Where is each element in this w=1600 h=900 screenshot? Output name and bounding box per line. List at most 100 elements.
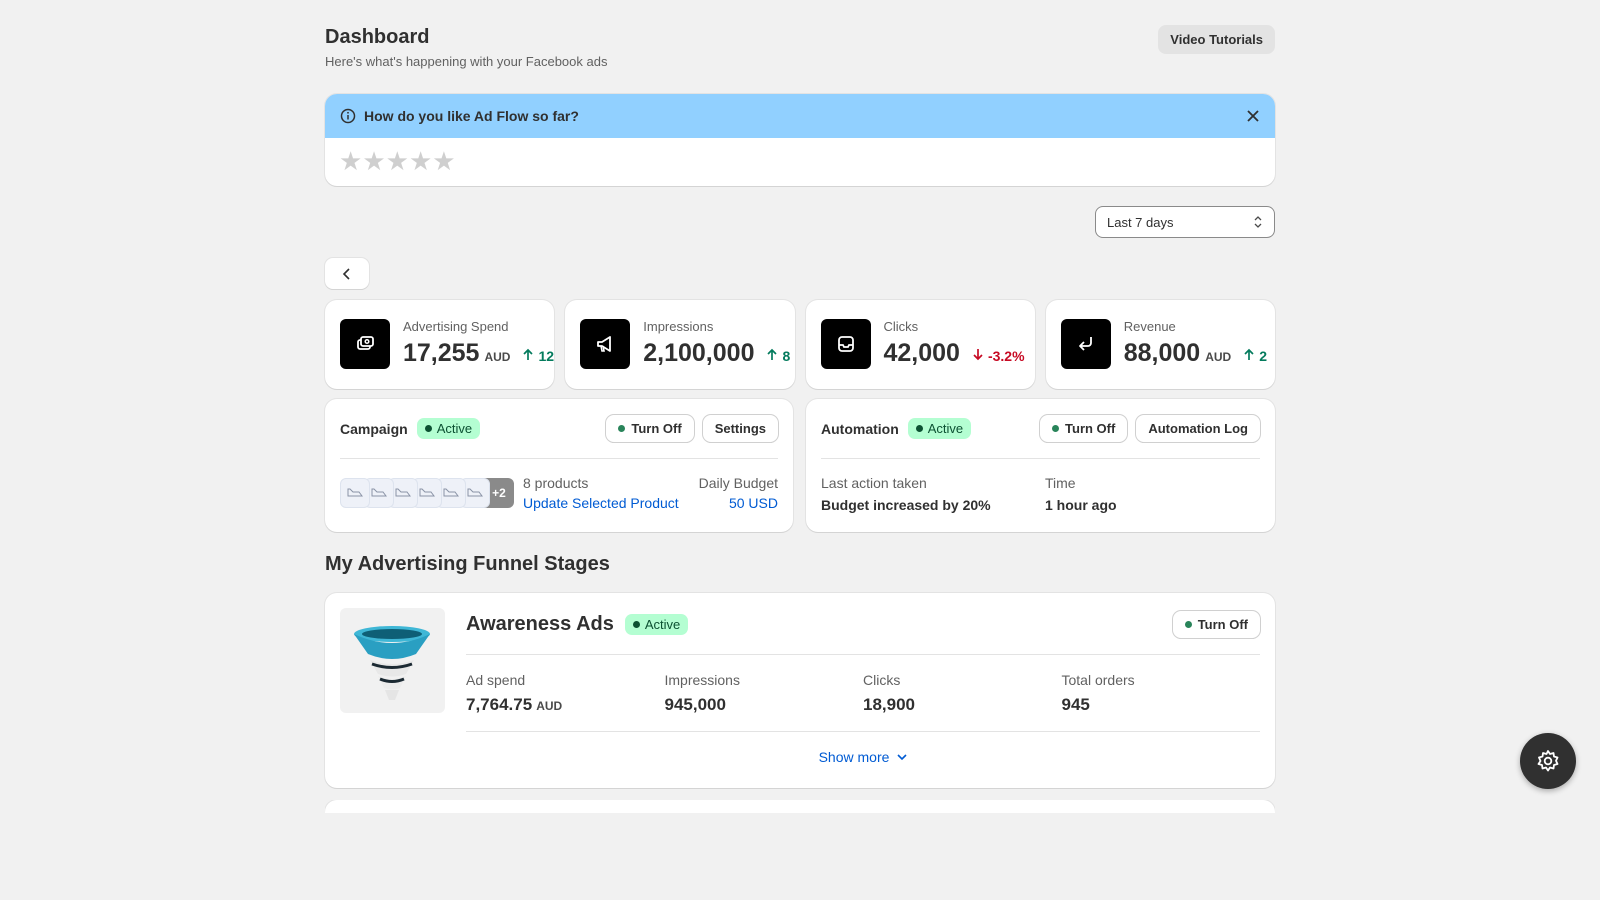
turn-off-button[interactable]: Turn Off <box>1172 610 1260 638</box>
stat-label: Total orders <box>1061 672 1135 688</box>
next-stage-card <box>325 800 1275 813</box>
star[interactable]: ★ <box>432 146 456 176</box>
product-image <box>419 488 435 497</box>
stage-stat: Total orders 945 <box>1062 672 1261 715</box>
metric-body: Revenue 88,000 AUD 2 <box>1123 319 1267 370</box>
time-value: 1 hour ago <box>1045 497 1117 513</box>
metric-value: 2,100,000 <box>643 339 755 367</box>
funnel-stage-card: Awareness Ads Active Turn Off Ad spend 7,… <box>325 593 1275 788</box>
banner-header: How do you like Ad Flow so far? <box>325 94 1275 138</box>
show-more-button[interactable]: Show more <box>466 749 1260 765</box>
settings-fab[interactable] <box>1520 733 1576 789</box>
status-badge: Active <box>416 418 481 439</box>
product-image <box>467 488 483 497</box>
metric-change: 8 <box>782 348 791 364</box>
star[interactable]: ★ <box>408 146 433 176</box>
button-label: Turn Off <box>631 421 682 436</box>
product-image <box>347 488 363 497</box>
metric-value-row: 2,100,000 8 <box>643 339 790 368</box>
back-button[interactable] <box>325 258 369 289</box>
icon <box>597 336 612 352</box>
star[interactable]: ★ <box>385 146 409 176</box>
campaign-card: Campaign Active Turn Off Settings +2 8 p… <box>325 399 793 532</box>
product-image <box>443 488 459 497</box>
stat-label: Ad spend <box>466 672 526 688</box>
metric-change: 2 <box>1259 348 1268 364</box>
settings-button[interactable]: Settings <box>702 415 778 442</box>
stage-stat: Clicks 18,900 <box>863 672 1062 715</box>
automation-title: Automation <box>821 420 899 437</box>
metric-card: Revenue 88,000 AUD 2 <box>1045 300 1275 389</box>
metric-change: -3.2% <box>987 348 1025 364</box>
metric-value-row: 17,255 AUD 12. <box>403 339 554 368</box>
metric-body: Impressions 2,100,000 8 <box>643 319 790 370</box>
stat-value: 945,000 <box>664 695 726 714</box>
next-card-clip <box>325 800 1275 813</box>
metric-icon <box>820 319 871 369</box>
video-tutorials-button[interactable]: Video Tutorials <box>1158 25 1275 54</box>
star[interactable]: ★ <box>339 146 363 176</box>
metric-label: Clicks <box>883 319 919 334</box>
turn-off-button[interactable]: Turn Off <box>1040 415 1128 442</box>
stage-stat: Impressions 945,000 <box>665 672 864 715</box>
stat-value: 7,764.75 <box>466 695 533 714</box>
date-select-value: Last 7 days <box>1107 214 1174 230</box>
star[interactable]: ★ <box>362 146 386 176</box>
metric-value-row: 88,000 AUD 2 <box>1123 339 1267 368</box>
automation-card: Automation Active Turn Off Automation Lo… <box>806 399 1275 532</box>
show-more-label: Show more <box>818 749 890 765</box>
stage-name: Awareness Ads <box>466 612 614 635</box>
metrics-row: Advertising Spend 17,255 AUD 12. Impressions… <box>325 300 1275 389</box>
metric-body: Advertising Spend 17,255 AUD 12. <box>403 319 554 370</box>
stage-stat: Ad spend 7,764.75 AUD <box>466 672 665 715</box>
budget-label: Daily Budget <box>698 475 778 491</box>
stat-label: Clicks <box>863 672 901 688</box>
automation-log-button[interactable]: Automation Log <box>1136 415 1260 442</box>
metric-value: 88,000 <box>1123 339 1201 367</box>
metric-change: 12. <box>538 348 555 364</box>
metric-icon <box>580 319 631 369</box>
button-label: Turn Off <box>1065 421 1116 436</box>
products-count: 8 products <box>523 475 589 491</box>
status-badge: Active <box>907 418 972 439</box>
stage-stats: Ad spend 7,764.75 AUD Impressions 945,000 Cli… <box>466 654 1260 732</box>
page-title: Dashboard <box>325 26 430 48</box>
campaign-title: Campaign <box>340 420 408 437</box>
status-text: Active <box>927 421 964 436</box>
last-action-label: Last action taken <box>821 475 927 491</box>
metric-value-row: 42,000 -3.2% <box>883 339 1025 368</box>
metric-value: 42,000 <box>883 339 960 367</box>
product-thumbnail <box>340 478 370 508</box>
status-text: Active <box>644 616 681 632</box>
funnel-illustration <box>354 626 430 700</box>
metric-card: Advertising Spend 17,255 AUD 12. <box>325 300 555 389</box>
metric-label: Advertising Spend <box>403 319 509 334</box>
trend-arrow <box>1244 348 1254 366</box>
rating-stars[interactable]: ★ ★ ★ ★ ★ <box>325 138 1275 184</box>
budget-value[interactable]: 50 USD <box>728 495 778 511</box>
feedback-banner: How do you like Ad Flow so far? ★ ★ ★ ★ ★ <box>325 94 1275 186</box>
status-text: Active <box>436 421 473 436</box>
info-icon <box>340 108 356 124</box>
arrow <box>973 349 983 361</box>
date-select[interactable]: Last 7 days <box>1095 206 1275 238</box>
stat-value-row: 945 <box>1062 695 1261 715</box>
close-button[interactable] <box>1246 109 1260 123</box>
header: Dashboard Here's what's happening with y… <box>325 26 607 69</box>
stat-label: Impressions <box>664 672 740 688</box>
icon <box>837 336 854 352</box>
turn-off-button[interactable]: Turn Off <box>606 415 694 442</box>
stat-value-row: 945,000 <box>665 695 864 715</box>
button-label: Turn Off <box>1197 616 1248 632</box>
arrow <box>1244 348 1254 360</box>
icon <box>357 336 374 350</box>
arrow <box>523 348 534 360</box>
metric-body: Clicks 42,000 -3.2% <box>883 319 1025 370</box>
icon <box>1078 337 1092 351</box>
update-products-link[interactable]: Update Selected Product <box>523 495 679 511</box>
stat-value-row: 18,900 <box>863 695 1062 715</box>
chevron-left <box>342 267 350 280</box>
page-subtitle: Here's what's happening with your Facebo… <box>325 54 608 69</box>
